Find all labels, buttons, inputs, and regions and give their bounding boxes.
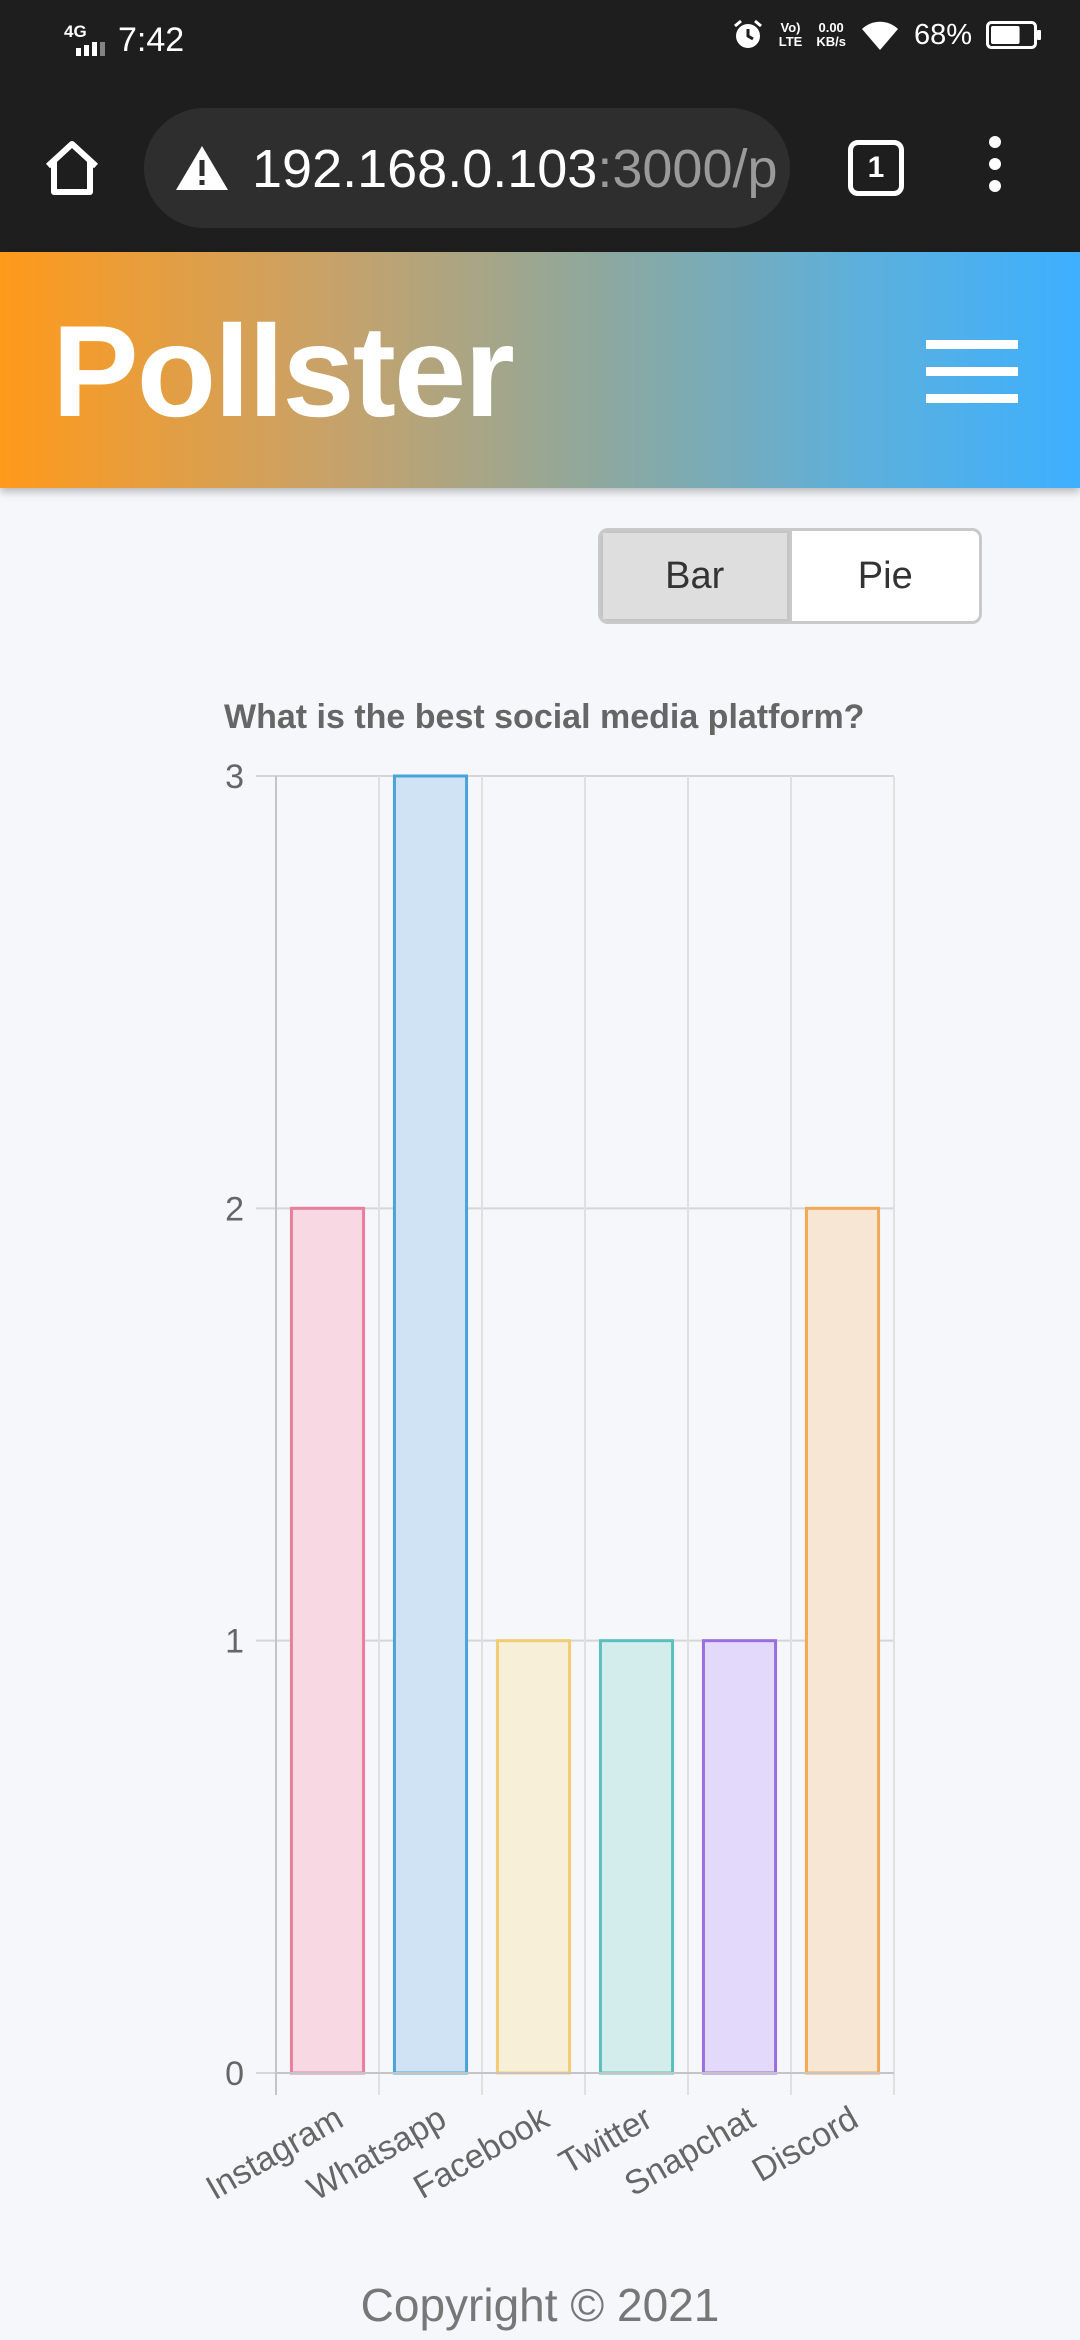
home-icon[interactable]: [40, 136, 104, 200]
battery-icon: [986, 21, 1041, 49]
signal-icon: 4G: [64, 20, 114, 60]
warning-icon[interactable]: [174, 144, 230, 192]
status-right: Vo) LTE 0.00 KB/s 68%: [731, 18, 1042, 52]
chart-title: What is the best social media platform?: [224, 698, 865, 736]
address-bar[interactable]: 192.168.0.103:3000/p: [144, 108, 790, 228]
app-title[interactable]: Pollster: [52, 298, 515, 444]
battery-percent: 68%: [913, 18, 972, 51]
y-tick-label: 2: [225, 1190, 244, 1228]
bar-whatsapp: [392, 774, 469, 2075]
y-tick-label: 1: [225, 1623, 244, 1661]
app-header: Pollster: [0, 252, 1080, 488]
footer-copyright: Copyright © 2021: [360, 2279, 720, 2331]
bar-discord: [804, 1206, 881, 2075]
chart-type-toggle: Bar Pie: [598, 528, 982, 624]
url-text[interactable]: 192.168.0.103:3000/p: [252, 139, 778, 199]
bar-instagram: [289, 1206, 366, 2075]
pie-chart-button[interactable]: Pie: [857, 554, 913, 597]
status-left: 4G 7:42: [64, 20, 184, 60]
volte-indicator: Vo) LTE: [778, 20, 803, 49]
bar-chart-button[interactable]: Bar: [601, 531, 792, 621]
browser-menu-icon[interactable]: [980, 136, 1010, 200]
network-speed: 0.00 KB/s: [816, 20, 846, 49]
x-tick-label: Discord: [746, 2099, 865, 2190]
alarm-icon: [733, 19, 762, 48]
network-type: 4G: [64, 22, 87, 41]
browser-toolbar: 192.168.0.103:3000/p 1: [0, 84, 1080, 252]
y-tick-label: 3: [225, 758, 244, 796]
status-time: 7:42: [118, 20, 185, 59]
bar-chart: 0123InstagramWhatsappFacebookTwitterSnap…: [200, 758, 895, 2208]
bar-twitter: [598, 1639, 675, 2075]
bar-snapchat: [701, 1639, 778, 2075]
tab-switcher-button[interactable]: 1: [848, 140, 904, 196]
hamburger-menu-icon[interactable]: [926, 340, 1018, 404]
status-bar: 4G 7:42 Vo) LTE 0.00 KB/s 68%: [0, 0, 1080, 84]
wifi-icon: [861, 21, 898, 50]
bar-facebook: [495, 1639, 572, 2075]
y-tick-label: 0: [225, 2055, 244, 2093]
